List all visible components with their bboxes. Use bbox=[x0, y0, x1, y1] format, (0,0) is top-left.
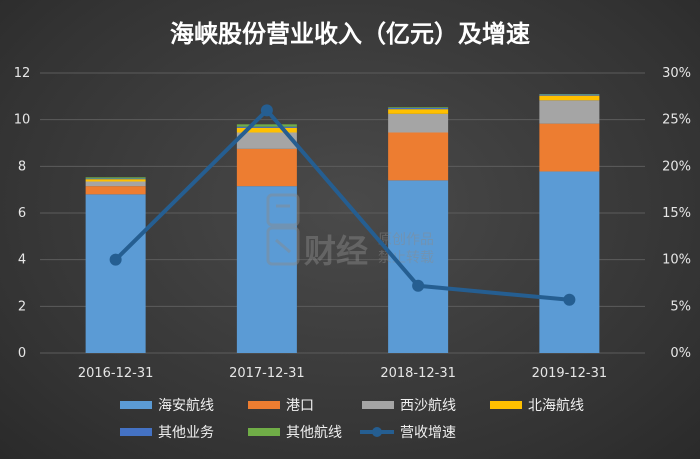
chart-title: 海峡股份营业收入（亿元）及增速 bbox=[170, 20, 530, 48]
legend-label: 营收增速 bbox=[400, 425, 456, 441]
left-tick-label: 10 bbox=[14, 113, 31, 128]
x-axis-ticks: 2016-12-31 2017-12-31 2018-12-31 2019-12-31 bbox=[78, 366, 607, 381]
legend-swatch bbox=[120, 428, 152, 436]
bars bbox=[85, 94, 600, 353]
left-tick-label: 12 bbox=[14, 66, 31, 81]
line-point bbox=[109, 253, 122, 266]
bar-segment bbox=[388, 180, 449, 353]
bar-segment bbox=[388, 113, 449, 133]
bar-segment bbox=[236, 124, 297, 127]
bar-segment bbox=[388, 108, 449, 110]
legend-swatch bbox=[362, 401, 394, 409]
line-point bbox=[412, 279, 425, 292]
x-tick-label: 2017-12-31 bbox=[229, 366, 305, 381]
bar-segment bbox=[85, 178, 146, 180]
right-tick-label: 25% bbox=[662, 113, 691, 128]
bar-segment bbox=[85, 181, 146, 187]
legend-label: 海安航线 bbox=[158, 398, 214, 414]
right-axis-ticks: 0% 5% 10% 15% 20% 25% 30% bbox=[662, 66, 691, 361]
x-tick-label: 2016-12-31 bbox=[78, 366, 154, 381]
legend-label: 其他业务 bbox=[158, 425, 214, 441]
right-tick-label: 10% bbox=[662, 253, 691, 268]
x-tick-label: 2018-12-31 bbox=[380, 366, 456, 381]
left-tick-label: 2 bbox=[18, 299, 26, 314]
series-line bbox=[114, 108, 570, 302]
legend-label: 北海航线 bbox=[528, 398, 584, 414]
legend-label: 西沙航线 bbox=[400, 398, 456, 414]
right-tick-label: 5% bbox=[670, 299, 691, 314]
legend-swatch bbox=[248, 401, 280, 409]
watermark-text: 财经 bbox=[304, 232, 368, 270]
right-tick-label: 20% bbox=[662, 159, 691, 174]
bar-segment bbox=[85, 179, 146, 182]
bar-segment bbox=[85, 194, 146, 353]
jiemian-finance-logo bbox=[266, 193, 300, 266]
left-tick-label: 0 bbox=[18, 346, 26, 361]
line-point bbox=[260, 104, 273, 117]
legend-swatch bbox=[248, 428, 280, 436]
bar-segment bbox=[539, 94, 600, 96]
left-tick-label: 6 bbox=[18, 206, 26, 221]
watermark-text: 原创作品 bbox=[378, 232, 434, 248]
bar-segment bbox=[236, 132, 297, 149]
left-tick-label: 8 bbox=[18, 159, 26, 174]
bar-segment bbox=[539, 123, 600, 172]
bar-segment bbox=[85, 177, 146, 179]
legend-swatch bbox=[372, 427, 382, 437]
bar-segment bbox=[388, 132, 449, 181]
growth-line bbox=[109, 104, 576, 306]
legend-swatch bbox=[120, 401, 152, 409]
line-point bbox=[563, 293, 576, 306]
legend-label: 其他航线 bbox=[286, 425, 342, 441]
watermark-text: 禁止转载 bbox=[378, 250, 434, 266]
bar-segment bbox=[236, 127, 297, 133]
bar-segment bbox=[388, 109, 449, 114]
legend-label: 港口 bbox=[286, 398, 314, 414]
right-tick-label: 15% bbox=[662, 206, 691, 221]
bar-segment bbox=[85, 186, 146, 195]
left-axis-ticks: 0 2 4 6 8 10 12 bbox=[14, 66, 31, 361]
right-tick-label: 0% bbox=[670, 346, 691, 361]
right-tick-label: 30% bbox=[662, 66, 691, 81]
x-tick-label: 2019-12-31 bbox=[532, 366, 608, 381]
bar-segment bbox=[236, 126, 297, 128]
bar-segment bbox=[388, 107, 449, 108]
bar-segment bbox=[539, 95, 600, 101]
bar-segment bbox=[539, 100, 600, 124]
bar-segment bbox=[236, 186, 297, 353]
left-tick-label: 4 bbox=[18, 253, 26, 268]
bar-segment bbox=[539, 171, 600, 353]
legend-swatch bbox=[490, 401, 522, 409]
bar-segment bbox=[236, 148, 297, 187]
